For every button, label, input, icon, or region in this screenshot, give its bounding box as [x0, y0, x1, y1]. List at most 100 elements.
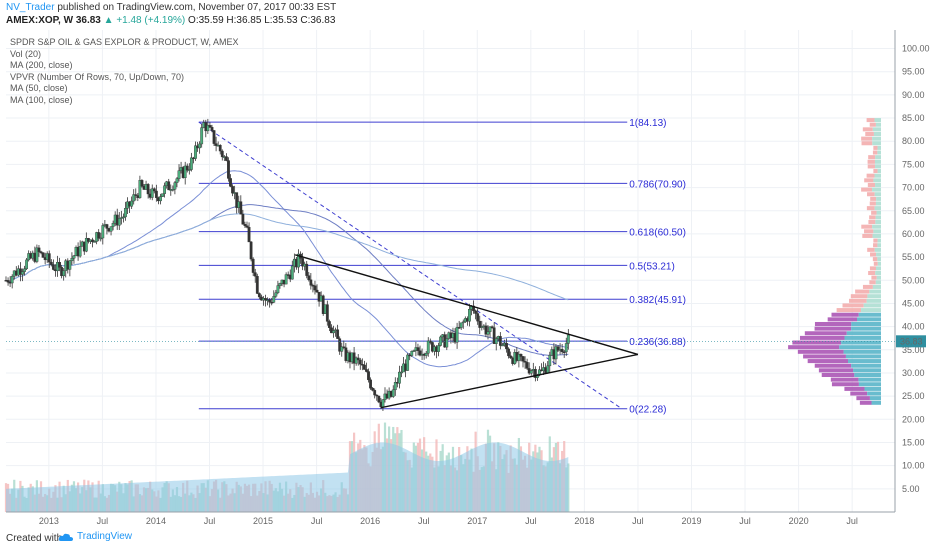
candle-body — [381, 399, 385, 407]
vpvr-bar-down — [844, 386, 865, 391]
vpvr-bar-down — [869, 215, 876, 220]
vpvr-bar-down — [788, 345, 840, 350]
ma-50-line — [5, 170, 569, 368]
candle-body — [556, 346, 560, 351]
candle-body — [10, 276, 14, 284]
candle-body — [171, 189, 175, 191]
candle-body — [154, 190, 158, 198]
vpvr-bar-down — [856, 396, 870, 401]
candle-body — [418, 350, 422, 356]
candle-body — [62, 270, 66, 277]
candle-body — [72, 255, 76, 259]
candle-body — [358, 359, 362, 365]
candle-body — [146, 184, 150, 195]
vpvr-bar-up — [867, 294, 881, 299]
candle-body — [416, 347, 420, 351]
vpvr-bar-up — [874, 173, 881, 178]
legend-vpvr[interactable]: VPVR (Number Of Rows, 70, Up/Down, 70) — [10, 71, 185, 82]
vpvr-bar-down — [866, 173, 875, 178]
candle-body — [426, 340, 430, 354]
vpvr-bar-down — [873, 169, 878, 174]
candle-body — [307, 275, 311, 281]
candle-body — [41, 252, 45, 258]
published-text: published on TradingView.com, November 0… — [54, 2, 337, 13]
candle-body — [498, 336, 502, 346]
candle-body — [480, 326, 484, 328]
candle-body — [231, 186, 234, 194]
vpvr-bar-up — [877, 145, 881, 150]
last-price-tag — [896, 335, 926, 348]
candle-body — [474, 310, 478, 314]
legend-ma200[interactable]: MA (200, close) — [10, 60, 73, 70]
vpvr-bar-down — [873, 261, 878, 266]
username-link[interactable]: NV_Trader — [6, 2, 55, 13]
x-tick-label: 2015 — [253, 516, 273, 526]
y-tick-label: 10.00 — [902, 461, 925, 471]
candle-body — [218, 145, 222, 152]
legend-ma50[interactable]: MA (50, close) — [10, 83, 68, 93]
candle-body — [189, 157, 193, 170]
vpvr-bar-down — [869, 280, 876, 285]
vpvr-bar-up — [866, 298, 881, 303]
fib-trend-line — [198, 121, 623, 410]
candle-body — [391, 389, 395, 397]
candle-body — [101, 225, 105, 239]
candle-body — [342, 346, 346, 348]
created-with-text: Created with — [6, 533, 63, 544]
lower-trendline — [380, 353, 639, 409]
candle-body — [21, 271, 24, 275]
vpvr-bar-up — [871, 400, 881, 405]
candle-body — [270, 301, 274, 304]
vpvr-bar-down — [831, 312, 859, 317]
price-chart[interactable]: 1(84.13) 0.786(70.90) 0.618(60.50) 0.5(53.2… — [0, 30, 932, 530]
vpvr-bar-up — [873, 178, 881, 183]
candle-body — [360, 364, 364, 366]
fib-level-label: 0.5(53.21) — [629, 261, 675, 272]
vpvr-bar-down — [871, 275, 877, 280]
fib-level-label: 0.786(70.90) — [629, 179, 686, 190]
y-tick-label: 75.00 — [902, 159, 925, 169]
symbol-label[interactable]: AMEX:XOP, W — [6, 15, 74, 26]
candle-body — [253, 272, 257, 277]
legend-series[interactable]: SPDR S&P OIL & GAS EXPLOR & PRODUCT, W, … — [10, 37, 239, 47]
legend-volume[interactable]: Vol (20) — [10, 48, 42, 59]
vpvr-bar-up — [877, 169, 881, 174]
moving-averages — [5, 170, 569, 368]
vpvr-bar-down — [862, 284, 873, 289]
candle-body — [297, 253, 300, 268]
vpvr-bar-down — [821, 372, 855, 377]
candle-body — [272, 296, 276, 303]
candle-body — [138, 180, 142, 198]
y-tick-label: 70.00 — [902, 183, 925, 193]
candle-body — [274, 292, 278, 297]
candle-body — [119, 217, 123, 219]
vpvr-bar-down — [818, 368, 854, 373]
x-tick-label: Jul — [418, 516, 430, 526]
vpvr-bar-down — [871, 210, 877, 215]
vpvr-bar-down — [855, 289, 870, 294]
vpvr-bar-up — [876, 266, 881, 271]
candle-body — [375, 394, 379, 397]
candle-body — [212, 130, 216, 144]
candle-body — [517, 353, 521, 361]
vpvr-bar-down — [861, 187, 873, 192]
vpvr-bar-down — [866, 118, 875, 123]
vpvr-bar-down — [850, 294, 868, 299]
candle-body — [437, 345, 440, 352]
trendlines[interactable] — [294, 254, 639, 409]
candle-body — [519, 353, 523, 357]
last-price-tag-label: 36.83 — [900, 336, 923, 346]
vpvr-bar-up — [858, 382, 881, 387]
candle-body — [490, 326, 494, 328]
x-tick-label: 2018 — [574, 516, 594, 526]
fib-retracement[interactable]: 1(84.13) 0.786(70.90) 0.618(60.50) 0.5(53.2… — [198, 118, 686, 416]
vpvr-bar-up — [869, 396, 881, 401]
legend-ma100[interactable]: MA (100, close) — [10, 94, 73, 105]
candle-body — [363, 364, 366, 370]
candle-body — [247, 227, 251, 243]
vpvr-bar-down — [859, 400, 872, 405]
tradingview-logo[interactable]: TradingView — [58, 531, 132, 542]
vpvr-bar-down — [803, 354, 846, 359]
footer: Created with TradingView — [0, 530, 932, 550]
volume-profile — [788, 118, 881, 405]
